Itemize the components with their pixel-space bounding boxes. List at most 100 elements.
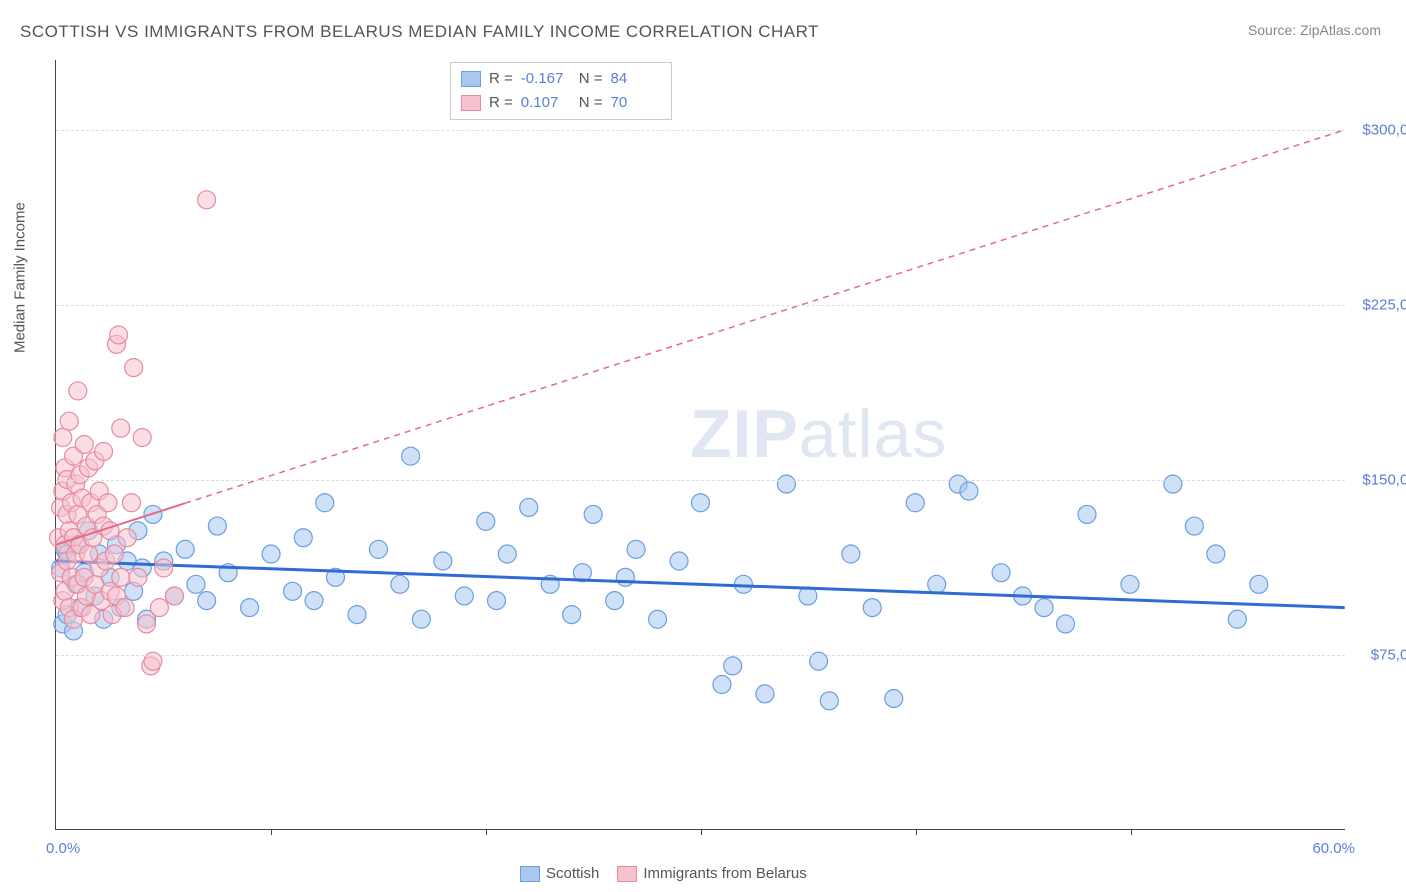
data-point	[713, 676, 731, 694]
swatch-blue	[461, 71, 481, 87]
data-point	[391, 575, 409, 593]
data-point	[305, 592, 323, 610]
data-point	[1207, 545, 1225, 563]
data-point	[992, 564, 1010, 582]
stats-row-belarus: R = 0.107 N = 70	[461, 91, 661, 115]
data-point	[649, 610, 667, 628]
data-point	[960, 482, 978, 500]
y-tick-label: $150,000	[1350, 472, 1406, 489]
r-label: R =	[489, 67, 513, 91]
gridline	[56, 480, 1345, 481]
gridline	[56, 655, 1345, 656]
data-point	[412, 610, 430, 628]
data-point	[756, 685, 774, 703]
data-point	[165, 587, 183, 605]
data-point	[584, 505, 602, 523]
chart-title: SCOTTISH VS IMMIGRANTS FROM BELARUS MEDI…	[20, 22, 819, 42]
data-point	[110, 326, 128, 344]
data-point	[294, 529, 312, 547]
data-point	[842, 545, 860, 563]
legend-label-scottish: Scottish	[546, 865, 599, 882]
x-tick	[916, 829, 917, 835]
y-tick-label: $225,000	[1350, 297, 1406, 314]
data-point	[123, 494, 141, 512]
data-point	[75, 436, 93, 454]
stats-legend-box: R = -0.167 N = 84 R = 0.107 N = 70	[450, 62, 672, 120]
data-point	[777, 475, 795, 493]
swatch-pink	[461, 95, 481, 111]
data-point	[455, 587, 473, 605]
data-point	[105, 545, 123, 563]
y-tick-label: $75,000	[1350, 647, 1406, 664]
data-point	[112, 419, 130, 437]
data-point	[1164, 475, 1182, 493]
data-point	[112, 568, 130, 586]
x-label-max: 60.0%	[1312, 840, 1355, 857]
data-point	[928, 575, 946, 593]
n-value-belarus: 70	[611, 91, 661, 115]
x-tick	[486, 829, 487, 835]
data-point	[1035, 599, 1053, 617]
data-point	[563, 606, 581, 624]
data-point	[402, 447, 420, 465]
data-point	[116, 599, 134, 617]
x-tick	[701, 829, 702, 835]
data-point	[627, 540, 645, 558]
data-point	[54, 429, 72, 447]
data-point	[284, 582, 302, 600]
x-label-min: 0.0%	[46, 840, 80, 857]
data-point	[208, 517, 226, 535]
r-value-belarus: 0.107	[521, 91, 571, 115]
swatch-pink	[617, 866, 637, 882]
data-point	[1250, 575, 1268, 593]
data-point	[69, 382, 87, 400]
data-point	[99, 494, 117, 512]
r-label: R =	[489, 91, 513, 115]
data-point	[906, 494, 924, 512]
data-point	[125, 359, 143, 377]
data-point	[498, 545, 516, 563]
data-point	[670, 552, 688, 570]
data-point	[477, 512, 495, 530]
n-label: N =	[579, 91, 603, 115]
data-point	[133, 429, 151, 447]
scatter-svg	[56, 60, 1345, 829]
data-point	[138, 615, 156, 633]
x-tick	[1131, 829, 1132, 835]
n-label: N =	[579, 67, 603, 91]
legend-label-belarus: Immigrants from Belarus	[643, 865, 806, 882]
y-axis-title: Median Family Income	[12, 202, 29, 353]
data-point	[1185, 517, 1203, 535]
data-point	[262, 545, 280, 563]
data-point	[820, 692, 838, 710]
legend-item-belarus: Immigrants from Belarus	[617, 865, 806, 882]
data-point	[434, 552, 452, 570]
data-point	[176, 540, 194, 558]
data-point	[150, 599, 168, 617]
data-point	[488, 592, 506, 610]
source-label: Source: ZipAtlas.com	[1248, 22, 1381, 38]
data-point	[885, 690, 903, 708]
legend-item-scottish: Scottish	[520, 865, 599, 882]
trend-line-dashed	[185, 130, 1344, 503]
data-point	[118, 529, 136, 547]
data-point	[1228, 610, 1246, 628]
gridline	[56, 305, 1345, 306]
chart-plot-area: $75,000$150,000$225,000$300,0000.0%60.0%	[55, 60, 1345, 830]
data-point	[198, 191, 216, 209]
data-point	[606, 592, 624, 610]
data-point	[1121, 575, 1139, 593]
bottom-legend: Scottish Immigrants from Belarus	[520, 865, 807, 882]
data-point	[95, 443, 113, 461]
data-point	[724, 657, 742, 675]
data-point	[129, 568, 147, 586]
data-point	[692, 494, 710, 512]
data-point	[348, 606, 366, 624]
y-tick-label: $300,000	[1350, 122, 1406, 139]
x-tick	[271, 829, 272, 835]
data-point	[520, 498, 538, 516]
n-value-scottish: 84	[611, 67, 661, 91]
data-point	[1078, 505, 1096, 523]
data-point	[616, 568, 634, 586]
data-point	[60, 412, 78, 430]
